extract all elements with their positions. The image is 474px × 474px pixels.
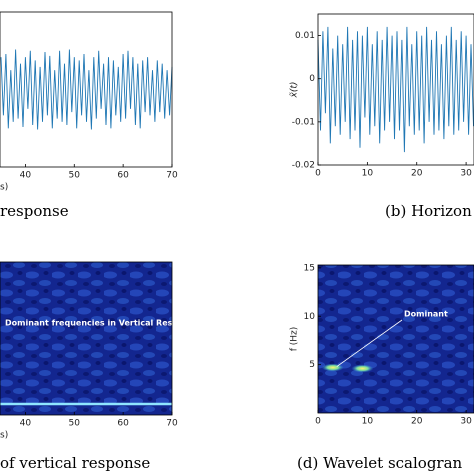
annotation: Dominant frequencies in Vertical Respons… (5, 319, 200, 328)
x-tick-label: 70 (166, 171, 178, 181)
scalogram (0, 262, 172, 415)
x-tick-label: 50 (69, 171, 81, 181)
scalogram (318, 265, 474, 413)
x-tick-label: 20 (411, 169, 423, 179)
x-tick-label: 10 (362, 417, 374, 427)
y-tick-label: 0 (309, 74, 315, 84)
y-axis-label: f (Hz) (290, 327, 300, 352)
x-axis-label: s) (0, 431, 8, 441)
caption: of vertical response (0, 454, 150, 472)
x-tick-label: 20 (411, 417, 423, 427)
axes-frame (317, 264, 474, 414)
arrow (336, 319, 403, 367)
y-tick-label: 10 (304, 312, 316, 322)
axes-frame (0, 11, 173, 168)
hot-spot (351, 364, 374, 373)
signal-line (0, 49, 173, 130)
hot-spot (321, 363, 344, 372)
caption: (b) Horizon (385, 202, 472, 220)
axes-frame (317, 13, 474, 166)
annotation: Dominant (404, 310, 448, 319)
x-tick-label: 0 (315, 169, 321, 179)
y-axis-label: x̃(t) (290, 82, 300, 99)
x-tick-label: 0 (315, 417, 321, 427)
x-tick-label: 70 (166, 419, 178, 429)
x-tick-label: 40 (20, 419, 32, 429)
caption: (d) Wavelet scalogran (297, 454, 463, 472)
x-tick-label: 50 (69, 419, 81, 429)
x-tick-label: 30 (460, 169, 472, 179)
y-tick-label: 0.01 (295, 31, 315, 41)
y-tick-label: 5 (309, 360, 315, 370)
y-tick-label: -0.02 (292, 161, 315, 171)
signal-line (317, 26, 474, 153)
x-tick-label: 30 (460, 417, 472, 427)
x-tick-label: 40 (20, 171, 32, 181)
x-tick-label: 60 (117, 171, 129, 181)
x-axis-label: s) (0, 183, 8, 193)
x-tick-label: 60 (117, 419, 129, 429)
axes-frame (0, 261, 173, 416)
caption: response (0, 202, 69, 220)
x-tick-label: 10 (362, 169, 374, 179)
y-tick-label: -0.01 (292, 117, 315, 127)
y-tick-label: 15 (304, 263, 315, 273)
